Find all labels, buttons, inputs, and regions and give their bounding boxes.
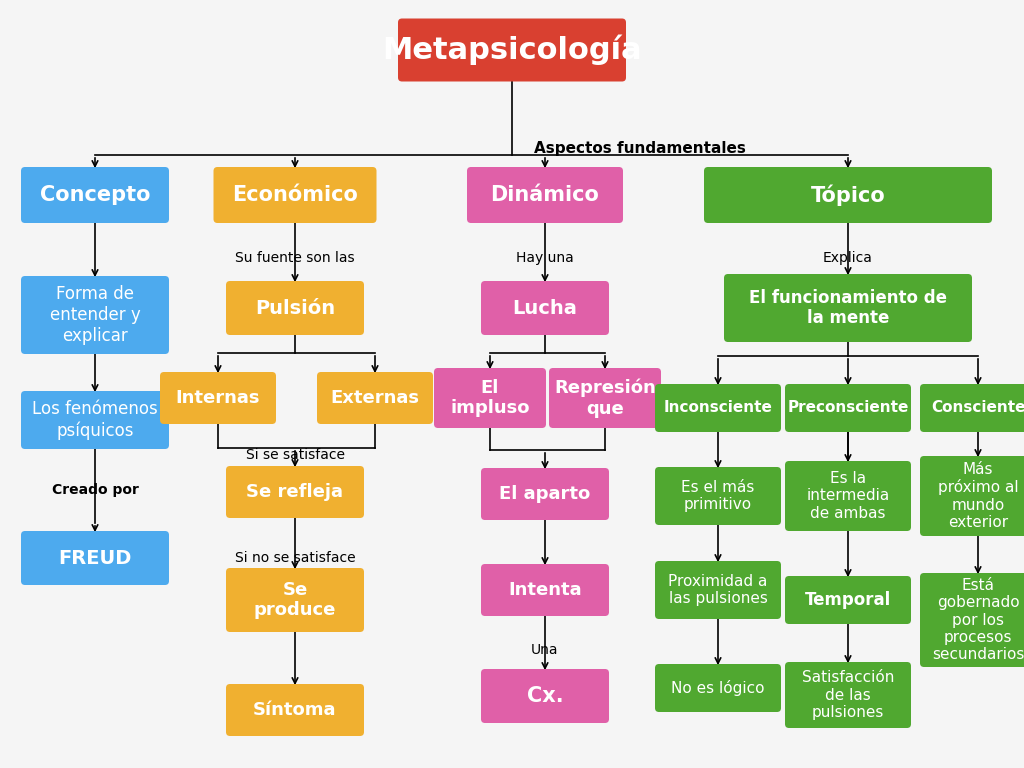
Text: El aparto: El aparto xyxy=(500,485,591,503)
FancyBboxPatch shape xyxy=(213,167,377,223)
FancyBboxPatch shape xyxy=(467,167,623,223)
FancyBboxPatch shape xyxy=(226,466,364,518)
Text: Inconsciente: Inconsciente xyxy=(664,400,772,415)
FancyBboxPatch shape xyxy=(481,669,609,723)
Text: Cx.: Cx. xyxy=(526,686,563,706)
FancyBboxPatch shape xyxy=(785,662,911,728)
Text: Económico: Económico xyxy=(232,185,358,205)
Text: Forma de
entender y
explicar: Forma de entender y explicar xyxy=(49,285,140,345)
Text: El
impluso: El impluso xyxy=(451,379,529,417)
Text: Dinámico: Dinámico xyxy=(490,185,599,205)
FancyBboxPatch shape xyxy=(160,372,276,424)
Text: Temporal: Temporal xyxy=(805,591,891,609)
FancyBboxPatch shape xyxy=(22,391,169,449)
FancyBboxPatch shape xyxy=(549,368,662,428)
Text: Satisfacción
de las
pulsiones: Satisfacción de las pulsiones xyxy=(802,670,894,720)
Text: Una: Una xyxy=(531,643,559,657)
FancyBboxPatch shape xyxy=(785,384,911,432)
FancyBboxPatch shape xyxy=(481,468,609,520)
Text: Está
gobernado
por los
procesos
secundarios: Está gobernado por los procesos secundar… xyxy=(932,578,1024,662)
Text: Se refleja: Se refleja xyxy=(247,483,343,501)
Text: Creado por: Creado por xyxy=(51,483,138,497)
Text: Lucha: Lucha xyxy=(513,299,578,317)
FancyBboxPatch shape xyxy=(655,664,781,712)
Text: Intenta: Intenta xyxy=(508,581,582,599)
Text: Los fenómenos
psíquicos: Los fenómenos psíquicos xyxy=(32,400,158,440)
Text: Explica: Explica xyxy=(823,251,872,265)
Text: El funcionamiento de
la mente: El funcionamiento de la mente xyxy=(749,289,947,327)
FancyBboxPatch shape xyxy=(920,573,1024,667)
Text: Pulsión: Pulsión xyxy=(255,299,335,317)
FancyBboxPatch shape xyxy=(22,167,169,223)
Text: Tópico: Tópico xyxy=(811,184,886,206)
Text: Es el más
primitivo: Es el más primitivo xyxy=(681,480,755,512)
Text: Consciente: Consciente xyxy=(931,400,1024,415)
FancyBboxPatch shape xyxy=(226,684,364,736)
Text: Más
próximo al
mundo
exterior: Más próximo al mundo exterior xyxy=(938,462,1018,530)
FancyBboxPatch shape xyxy=(655,561,781,619)
FancyBboxPatch shape xyxy=(655,384,781,432)
FancyBboxPatch shape xyxy=(785,576,911,624)
Text: Aspectos fundamentales: Aspectos fundamentales xyxy=(535,141,745,155)
FancyBboxPatch shape xyxy=(705,167,992,223)
Text: Externas: Externas xyxy=(331,389,420,407)
Text: FREUD: FREUD xyxy=(58,548,132,568)
FancyBboxPatch shape xyxy=(434,368,546,428)
Text: Preconsciente: Preconsciente xyxy=(787,400,908,415)
Text: Síntoma: Síntoma xyxy=(253,701,337,719)
Text: Metapsicología: Metapsicología xyxy=(382,35,642,65)
FancyBboxPatch shape xyxy=(317,372,433,424)
FancyBboxPatch shape xyxy=(398,18,626,81)
Text: Proximidad a
las pulsiones: Proximidad a las pulsiones xyxy=(669,574,768,606)
FancyBboxPatch shape xyxy=(481,281,609,335)
Text: Si no se satisface: Si no se satisface xyxy=(234,551,355,565)
FancyBboxPatch shape xyxy=(481,564,609,616)
Text: Su fuente son las: Su fuente son las xyxy=(236,251,354,265)
Text: Si se satisface: Si se satisface xyxy=(246,448,344,462)
FancyBboxPatch shape xyxy=(785,461,911,531)
Text: Se
produce: Se produce xyxy=(254,581,336,620)
FancyBboxPatch shape xyxy=(226,281,364,335)
Text: Internas: Internas xyxy=(176,389,260,407)
FancyBboxPatch shape xyxy=(920,456,1024,536)
FancyBboxPatch shape xyxy=(22,276,169,354)
Text: Hay una: Hay una xyxy=(516,251,573,265)
FancyBboxPatch shape xyxy=(226,568,364,632)
Text: Es la
intermedia
de ambas: Es la intermedia de ambas xyxy=(806,471,890,521)
Text: Concepto: Concepto xyxy=(40,185,151,205)
FancyBboxPatch shape xyxy=(724,274,972,342)
Text: No es lógico: No es lógico xyxy=(672,680,765,696)
FancyBboxPatch shape xyxy=(655,467,781,525)
FancyBboxPatch shape xyxy=(22,531,169,585)
Text: Represión
que: Represión que xyxy=(554,379,656,418)
FancyBboxPatch shape xyxy=(920,384,1024,432)
